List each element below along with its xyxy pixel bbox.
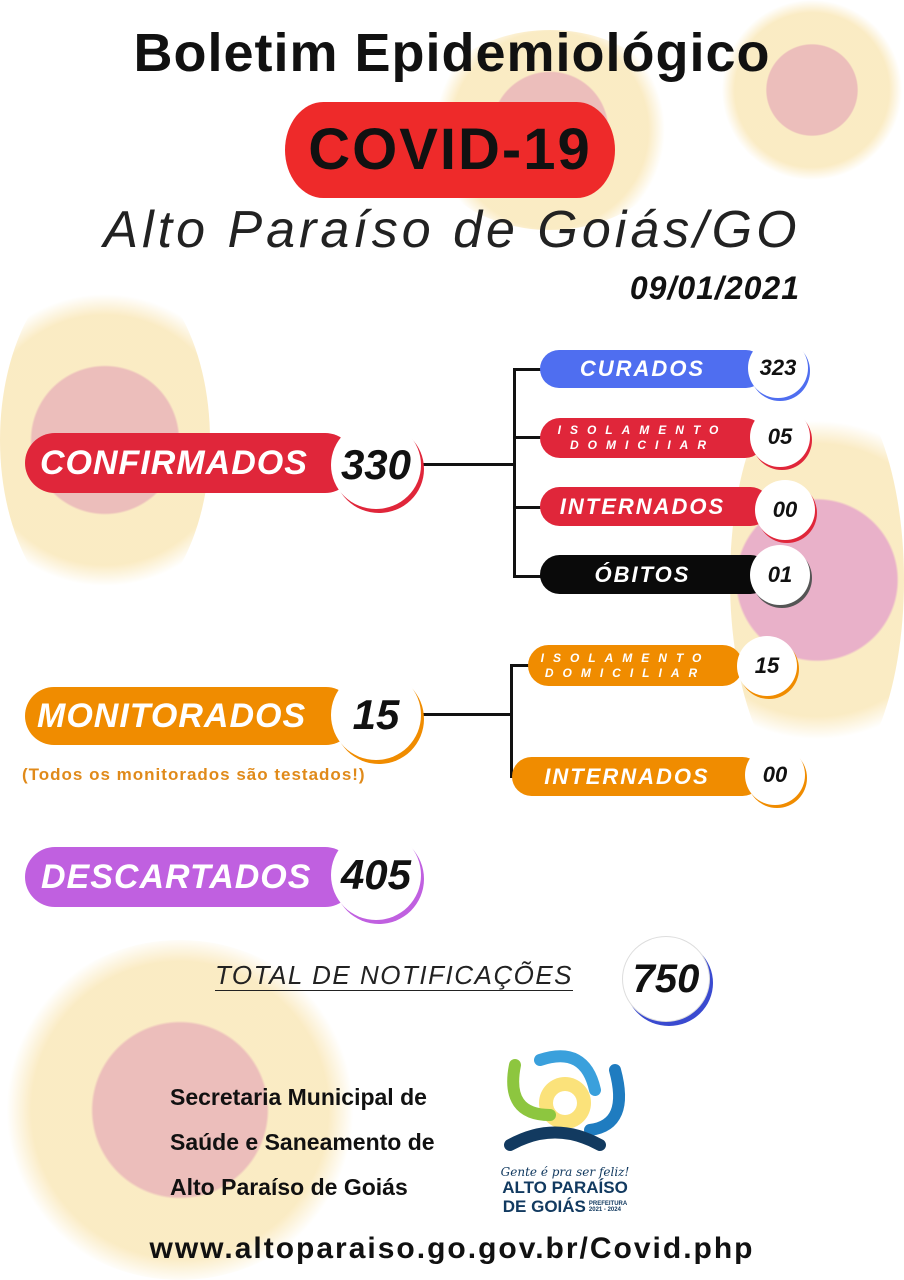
- internados-value: 00: [755, 480, 815, 540]
- connector: [513, 436, 543, 439]
- covid-banner: COVID-19: [285, 102, 615, 198]
- logo-years: 2021 - 2024: [588, 1207, 621, 1213]
- logo-name1: ALTO PARAÍSO: [502, 1178, 628, 1197]
- confirmados-value: 330: [331, 421, 421, 509]
- secretaria-text: Secretaria Municipal de Saúde e Saneamen…: [170, 1075, 435, 1210]
- logo-prefeitura: PREFEITURA: [588, 1201, 628, 1207]
- monitorados-value: 15: [331, 670, 421, 760]
- total-label: TOTAL DE NOTIFICAÇÕES: [215, 960, 573, 990]
- isolamento-label: ISOLAMENTO DOMICIIAR: [540, 418, 765, 458]
- isolamento-value: 05: [750, 407, 810, 467]
- logo-slogan: Gente é pra ser feliz!: [500, 1165, 630, 1179]
- descartados-label: DESCARTADOS: [25, 847, 355, 907]
- connector: [510, 665, 513, 778]
- monitorados-note: (Todos os monitorados são testados!): [22, 765, 366, 784]
- mon-internados-value: 00: [745, 745, 805, 805]
- report-date: 09/01/2021: [629, 270, 800, 306]
- secretaria-line1: Secretaria Municipal de: [170, 1084, 427, 1110]
- connector: [415, 713, 512, 716]
- mon-isolamento-label: ISOLAMENTO DOMICILIAR: [528, 645, 743, 686]
- total-value: 750: [622, 936, 710, 1022]
- secretaria-line2: Saúde e Saneamento de: [170, 1129, 435, 1155]
- isolamento-line1: ISOLAMENTO: [557, 423, 728, 437]
- confirmados-label: CONFIRMADOS: [25, 433, 355, 493]
- mon-isolamento-line1: ISOLAMENTO: [540, 650, 711, 665]
- connector: [513, 368, 543, 371]
- mon-internados-label: INTERNADOS: [512, 757, 762, 796]
- mon-isolamento-value: 15: [737, 636, 797, 696]
- virus-decoration: [0, 940, 360, 1280]
- city-name: Alto Paraíso de Goiás/GO: [103, 201, 801, 259]
- logo-name2: DE GOIÁS: [502, 1197, 586, 1216]
- prefeitura-logo: Gente é pra ser feliz! ALTO PARAÍSO DE G…: [495, 1045, 635, 1220]
- obitos-label: ÓBITOS: [540, 555, 770, 594]
- connector: [513, 506, 543, 509]
- internados-label: INTERNADOS: [540, 487, 770, 526]
- mon-isolamento-line2: DOMICILIAR: [544, 665, 707, 680]
- logo-row: DE GOIÁS PREFEITURA 2021 - 2024: [495, 1197, 635, 1217]
- page-title: Boletim Epidemiológico: [133, 23, 771, 83]
- connector: [513, 370, 516, 578]
- secretaria-line3: Alto Paraíso de Goiás: [170, 1174, 408, 1200]
- connector: [415, 463, 515, 466]
- monitorados-label: MONITORADOS: [25, 687, 355, 745]
- connector: [513, 575, 543, 578]
- flower-people-icon: [504, 1050, 626, 1151]
- obitos-value: 01: [750, 545, 810, 605]
- virus-decoration: [720, 0, 904, 180]
- connector: [510, 664, 532, 667]
- isolamento-line2: DOMICIIAR: [570, 438, 715, 452]
- descartados-value: 405: [331, 830, 421, 920]
- logo-sub: PREFEITURA 2021 - 2024: [589, 1201, 627, 1213]
- curados-value: 323: [748, 338, 808, 398]
- curados-label: CURADOS: [540, 350, 765, 388]
- website-url[interactable]: www.altoparaiso.go.gov.br/Covid.php: [149, 1232, 755, 1265]
